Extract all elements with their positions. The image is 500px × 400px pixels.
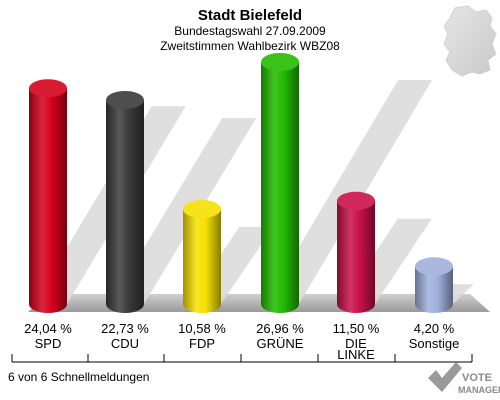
bar-cap: [337, 191, 375, 210]
bar-body: [29, 88, 67, 304]
category-bracket: [11, 354, 473, 363]
bar-1: [106, 90, 144, 313]
bar-2: [183, 200, 221, 313]
chart-title: Stadt Bielefeld: [198, 7, 302, 24]
bar-5: [415, 257, 453, 313]
bar-body: [261, 62, 299, 304]
category-label: Sonstige: [409, 336, 460, 351]
bars-group: [29, 53, 453, 313]
bar-3: [261, 53, 299, 313]
bar-cap: [106, 90, 144, 109]
category-label: SPD: [35, 336, 62, 351]
value-label: 4,20 %: [414, 321, 455, 336]
value-label: 10,58 %: [178, 321, 226, 336]
category-label: FDP: [189, 336, 215, 351]
bar-cap: [415, 257, 453, 276]
bar-cap: [261, 53, 299, 71]
category-label: DIE LINKE: [337, 336, 375, 362]
bar-body: [106, 99, 144, 305]
chart-subtitle-date: Bundestagswahl 27.09.2009: [174, 24, 326, 38]
chart-subtitle-district: Zweitstimmen Wahlbezirk WBZ08: [160, 39, 340, 53]
value-label: 26,96 %: [256, 321, 304, 336]
value-label: 11,50 %: [333, 321, 380, 336]
bar-body: [183, 209, 221, 304]
germany-map-icon: [443, 5, 497, 77]
bar-4: [337, 191, 375, 313]
category-label: CDU: [111, 336, 139, 351]
value-label: 24,04 %: [24, 321, 72, 336]
footer-status: 6 von 6 Schnellmeldungen: [8, 370, 149, 384]
bar-shadow: [265, 80, 433, 304]
category-labels: SPD CDU FDP GRÜNE DIE LINKE Sonstige: [35, 336, 460, 362]
bar-cap: [183, 200, 221, 219]
bar-0: [29, 79, 67, 313]
value-label: 22,73 %: [101, 321, 149, 336]
logo-line1: VOTE: [462, 372, 492, 384]
votemanager-logo: VOTE MANAGER: [428, 362, 500, 395]
value-labels: 24,04 % 22,73 % 10,58 % 26,96 % 11,50 % 4,20 …: [24, 321, 455, 336]
bar-shadows: [33, 80, 474, 305]
logo-line2: MANAGER: [458, 385, 500, 395]
category-label: GRÜNE: [257, 336, 304, 351]
bar-cap: [29, 79, 67, 98]
checkmark-icon: [428, 362, 462, 392]
bar-body: [337, 200, 375, 304]
